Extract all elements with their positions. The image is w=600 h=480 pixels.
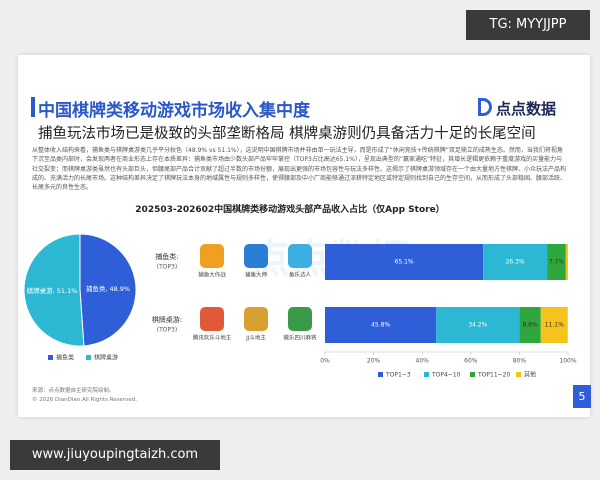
app-name: 腾讯欢乐斗地主 — [193, 334, 232, 342]
slide — [18, 55, 590, 417]
app-icon — [244, 307, 268, 331]
app-icon — [200, 244, 224, 268]
app-icon — [200, 307, 224, 331]
app-icon — [288, 307, 312, 331]
x-tick-label: 100% — [559, 358, 576, 365]
legend-swatch — [424, 372, 429, 377]
overlay-tag: TG: MYYJJPP — [466, 10, 590, 40]
bar-segment — [547, 244, 566, 280]
app-name: 微乐四川麻将 — [283, 334, 317, 342]
legend-swatch — [516, 372, 521, 377]
bar-segment — [325, 244, 484, 280]
app-name: 捕鱼大师 — [245, 271, 268, 279]
legend-swatch — [470, 372, 475, 377]
title-accent — [31, 97, 35, 117]
subtitle: 捕鱼玩法市场已是极致的头部垄断格局 棋牌桌游则仍具备活力十足的长尾空间 — [38, 126, 536, 142]
x-tick-label: 20% — [367, 358, 381, 365]
legend-label: TOP1~3 — [385, 372, 411, 379]
body-text: 从整体收入结构来看，捕鱼类与棋牌桌游类几乎平分秋色（48.9% vs 51.1%… — [32, 147, 567, 192]
bar-segment — [565, 244, 568, 280]
pie-label: 捕鱼类, 48.9% — [86, 284, 130, 293]
x-tick-label: 60% — [464, 358, 478, 365]
copyright: © 2026 DianDian.All Rights Reserved. — [32, 397, 137, 403]
value-label: 11.1% — [545, 322, 564, 329]
chart-title: 202503-202602中国棋牌类移动游戏头部产品收入占比（仅App Stor… — [135, 205, 445, 215]
x-tick-label: 40% — [416, 358, 430, 365]
bar-segment — [540, 307, 568, 343]
pie-label: 棋牌桌游, 51.1% — [27, 286, 78, 295]
x-tick-label: 80% — [513, 358, 527, 365]
category-sublabel: (TOP3) — [157, 327, 178, 334]
pie-slice — [23, 233, 85, 347]
bar-segment — [436, 307, 520, 343]
bar-segment — [519, 307, 541, 343]
page-number: 5 — [573, 385, 591, 408]
legend-swatch — [378, 372, 383, 377]
bar-segment — [483, 244, 548, 280]
legend-label: 捕鱼类 — [56, 354, 74, 362]
category-sublabel: (TOP3) — [157, 264, 178, 271]
source: 来源：点点数据自主研究院绘制。 — [32, 388, 115, 394]
app-name: 鱼乐达人 — [289, 271, 312, 279]
app-name: JJ斗地主 — [245, 334, 266, 342]
legend-label: TOP11~20 — [477, 372, 510, 379]
value-label: 26.3% — [506, 259, 525, 266]
legend-swatch — [86, 355, 91, 360]
legend-label: TOP4~10 — [431, 372, 461, 379]
x-tick-label: 0% — [320, 358, 330, 365]
pie-slice — [79, 233, 137, 347]
logo: 点点数据 — [496, 100, 557, 118]
category-label: 棋牌桌游: — [152, 315, 182, 324]
app-name: 捕鱼大作战 — [198, 271, 226, 279]
legend-swatch — [48, 355, 53, 360]
legend-label: 其他 — [524, 371, 536, 379]
app-icon — [288, 244, 312, 268]
bar-segment — [325, 307, 437, 343]
value-label: 8.8% — [522, 322, 538, 329]
value-label: 65.1% — [395, 259, 414, 266]
value-label: 7.7% — [549, 259, 565, 266]
legend-label: 棋牌桌游 — [94, 354, 118, 362]
app-icon — [244, 244, 268, 268]
value-label: 45.8% — [371, 322, 390, 329]
overlay-url: www.jiuyoupingtaizh.com — [10, 440, 220, 470]
category-label: 捕鱼类: — [155, 252, 178, 261]
value-label: 34.2% — [468, 322, 487, 329]
logo-icon — [478, 98, 492, 116]
title: 中国棋牌类移动游戏市场收入集中度 — [38, 101, 310, 121]
